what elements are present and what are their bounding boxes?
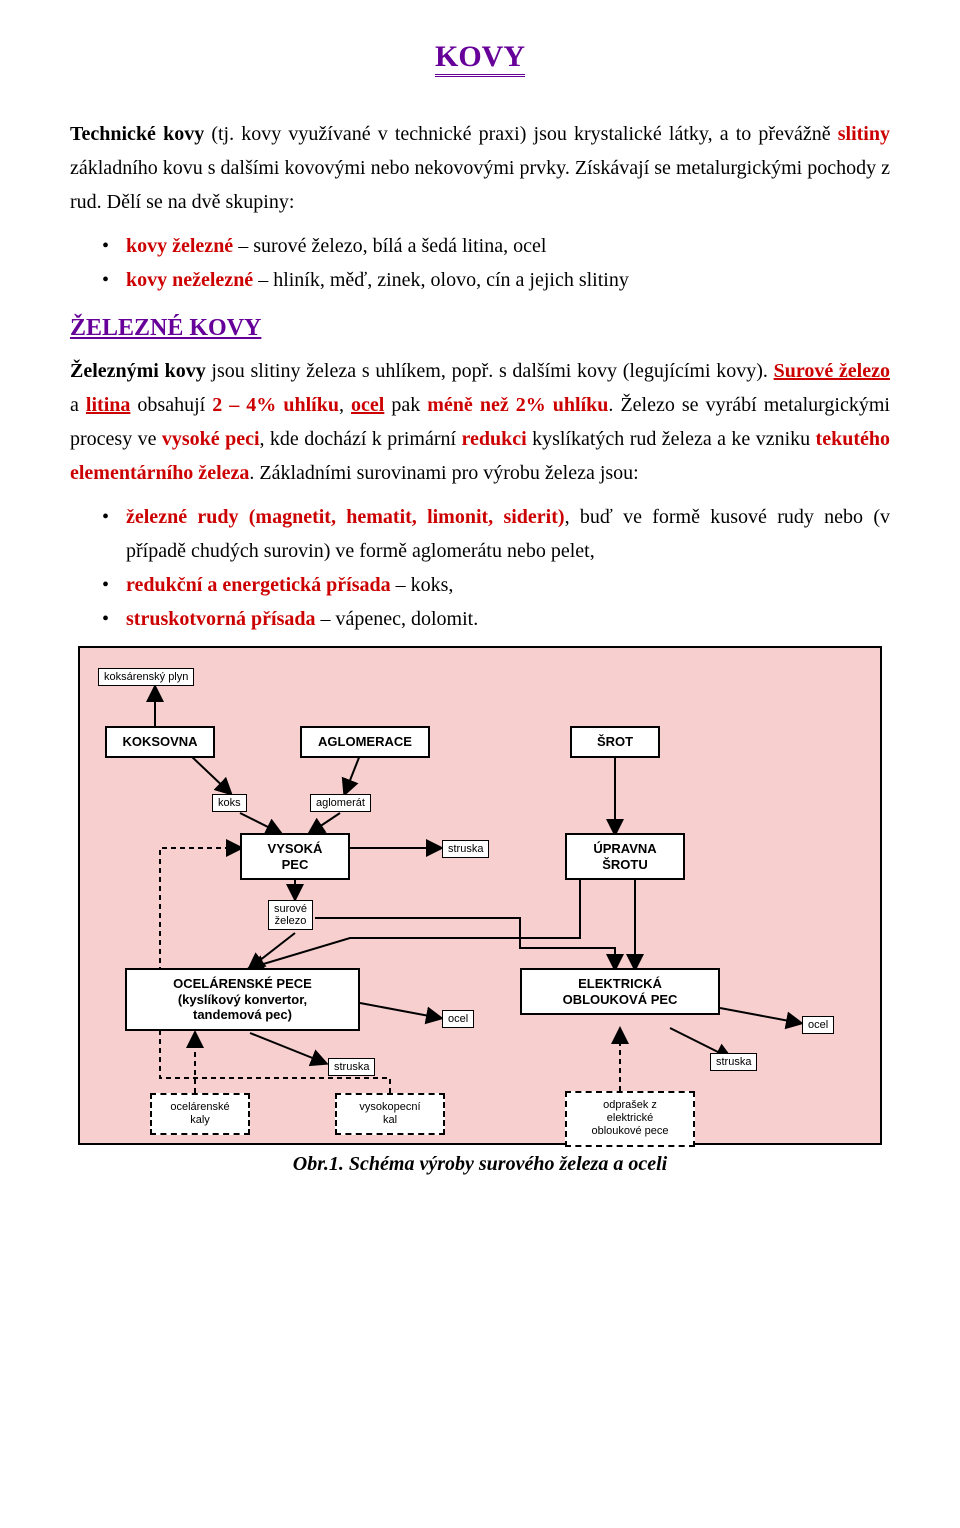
text: jsou slitiny železa s uhlíkem, popř. s d… [206, 360, 774, 382]
text: (tj. kovy využívané v technické praxi) j… [204, 123, 838, 145]
text: . Základními surovinami pro výrobu želez… [249, 462, 638, 484]
text: redukční a energetická přísada [126, 574, 391, 596]
list-item: struskotvorná přísada – vápenec, dolomit… [70, 602, 890, 636]
node-upravna-srotu: ÚPRAVNA ŠROTU [565, 833, 685, 880]
list-suroviny: železné rudy (magnetit, hematit, limonit… [70, 500, 890, 636]
list-item: železné rudy (magnetit, hematit, limonit… [70, 500, 890, 568]
text: – surové železo, bílá a šedá litina, oce… [233, 235, 546, 257]
list-item: kovy neželezné – hliník, měď, zinek, olo… [70, 263, 890, 297]
text: méně než 2% uhlíku [427, 394, 608, 416]
text: Železnými kovy [70, 360, 206, 382]
page-title: KOVY [435, 40, 525, 77]
text: redukci [461, 428, 526, 450]
diagram-edges [80, 648, 880, 1143]
node-koksovna: KOKSOVNA [105, 726, 215, 758]
list-item: redukční a energetická přísada – koks, [70, 568, 890, 602]
text: obsahují [130, 394, 212, 416]
node-kal: vysokopecní kal [335, 1093, 445, 1135]
text: – hliník, měď, zinek, olovo, cín a jejic… [253, 269, 629, 291]
body-paragraph: Železnými kovy jsou slitiny železa s uhl… [70, 354, 890, 490]
section-heading: ŽELEZNÉ KOVY [70, 315, 890, 342]
flowchart-diagram: koksárenský plyn KOKSOVNA AGLOMERACE ŠRO… [78, 646, 882, 1145]
text: a [70, 394, 86, 416]
node-ocel-2: ocel [802, 1016, 834, 1034]
list-item: kovy železné – surové železo, bílá a šed… [70, 229, 890, 263]
figure-caption: Obr.1. Schéma výroby surového železa a o… [70, 1153, 890, 1176]
text: Surové železo [774, 360, 890, 382]
text: , [339, 394, 351, 416]
node-aglomerat: aglomerát [310, 794, 371, 812]
node-koks-plyn: koksárenský plyn [98, 668, 194, 686]
text: slitiny [838, 123, 890, 145]
text: železné rudy (magnetit, hematit, limonit… [126, 506, 565, 528]
node-elektricka-pec: ELEKTRICKÁ OBLOUKOVÁ PEC [520, 968, 720, 1015]
text: struskotvorná přísada [126, 608, 315, 630]
node-ocelarenske-pece: OCELÁRENSKÉ PECE (kyslíkový konvertor, t… [125, 968, 360, 1031]
node-srot: ŠROT [570, 726, 660, 758]
text: pak [384, 394, 427, 416]
intro-paragraph: Technické kovy (tj. kovy využívané v tec… [70, 117, 890, 219]
text: , kde dochází k primární [260, 428, 462, 450]
node-struska-3: struska [710, 1053, 757, 1071]
node-ocel-1: ocel [442, 1010, 474, 1028]
node-struska-1: struska [442, 840, 489, 858]
node-kaly: ocelárenské kaly [150, 1093, 250, 1135]
text: Technické kovy [70, 123, 204, 145]
node-surove-zelezo: surové železo [268, 900, 313, 930]
node-struska-2: struska [328, 1058, 375, 1076]
text: základního kovu s dalšími kovovými nebo … [70, 157, 890, 213]
text: 2 – 4% uhlíku [212, 394, 339, 416]
text: kyslíkatých rud železa a ke vzniku [527, 428, 816, 450]
node-vysoka-pec: VYSOKÁ PEC [240, 833, 350, 880]
node-aglomerace: AGLOMERACE [300, 726, 430, 758]
node-koks: koks [212, 794, 247, 812]
text: – koks, [391, 574, 454, 596]
text: litina [86, 394, 130, 416]
node-odprasek: odprašek z elektrické obloukové pece [565, 1091, 695, 1147]
text: – vápenec, dolomit. [315, 608, 478, 630]
list-kovy: kovy železné – surové železo, bílá a šed… [70, 229, 890, 297]
text: kovy železné [126, 235, 233, 257]
text: kovy neželezné [126, 269, 253, 291]
text: ocel [351, 394, 384, 416]
text: vysoké peci [162, 428, 260, 450]
